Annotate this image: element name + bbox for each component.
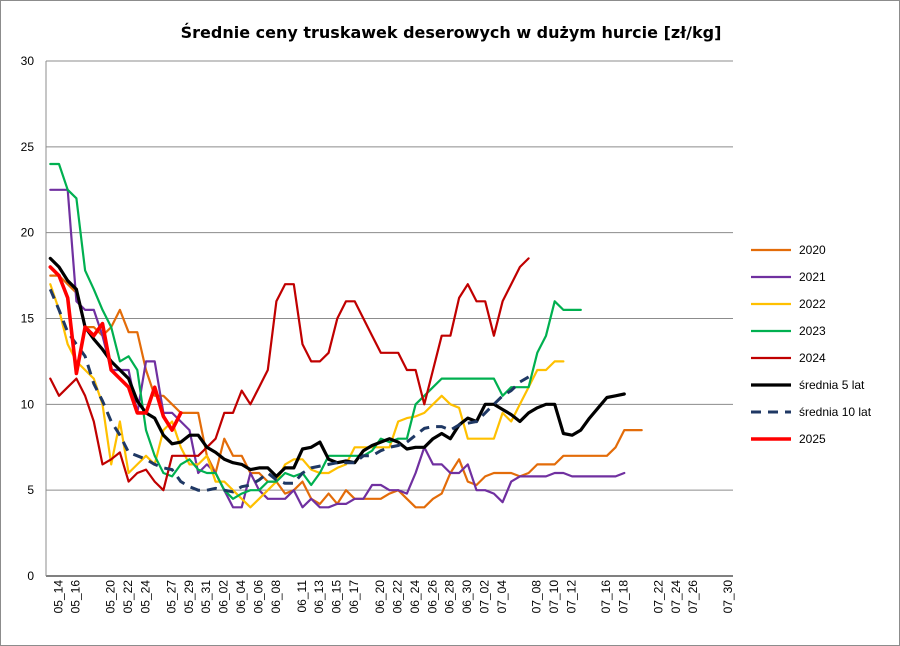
legend-label-4: 2024 <box>799 351 826 365</box>
y-tick-label: 15 <box>21 312 35 326</box>
gridlines <box>45 60 733 577</box>
x-tick-label: 07_22 <box>651 580 665 614</box>
legend-label-3: 2023 <box>799 324 826 338</box>
x-tick-label: 07_02 <box>477 580 491 614</box>
x-tick-label: 05_16 <box>69 580 83 614</box>
x-tick-label: 06_04 <box>234 580 248 614</box>
x-tick-label: 06_24 <box>408 580 422 614</box>
x-tick-label: 07_08 <box>530 580 544 614</box>
x-tick-label: 07_18 <box>617 580 631 614</box>
x-tick-label: 06_11 <box>295 580 309 613</box>
x-tick-label: 06_20 <box>373 580 387 614</box>
legend-label-0: 2020 <box>799 243 826 257</box>
series-line-1 <box>49 188 626 509</box>
y-tick-label: 20 <box>21 226 35 240</box>
chart-title: Średnie ceny truskawek deserowych w duży… <box>181 23 722 42</box>
x-tick-label: 07_04 <box>495 580 509 614</box>
x-tick-label: 06_13 <box>312 580 326 614</box>
y-tick-label: 5 <box>27 483 34 497</box>
series-line-4 <box>49 257 530 492</box>
legend-label-2: 2022 <box>799 297 826 311</box>
series-line-0 <box>49 274 643 509</box>
x-tick-label: 06_30 <box>460 580 474 614</box>
x-tick-label: 07_30 <box>721 580 735 614</box>
y-tick-label: 0 <box>27 569 34 583</box>
y-tick-label: 30 <box>21 54 35 68</box>
x-tick-label: 06_17 <box>347 580 361 614</box>
x-tick-label: 06_06 <box>251 580 265 614</box>
x-tick-label: 05_20 <box>104 580 118 614</box>
x-tick-label: 05_22 <box>121 580 135 614</box>
x-tick-label: 05_14 <box>51 580 65 614</box>
x-tick-label: 06_15 <box>330 580 344 614</box>
x-tick-label: 05_31 <box>199 580 213 614</box>
x-tick-label: 06_28 <box>443 580 457 614</box>
series-line-3 <box>49 162 582 500</box>
series-line-7 <box>48 265 183 432</box>
x-tick-label: 07_16 <box>599 580 613 614</box>
legend-label-1: 2021 <box>799 270 826 284</box>
legend-label-6: średnia 10 lat <box>799 405 872 419</box>
x-tick-label: 07_26 <box>686 580 700 614</box>
legend-label-7: 2025 <box>799 432 826 446</box>
x-tick-label: 05_27 <box>164 580 178 614</box>
x-tick-label: 06_08 <box>269 580 283 614</box>
x-tick-label: 05_24 <box>138 580 152 614</box>
y-tick-label: 25 <box>21 140 35 154</box>
x-tick-label: 07_12 <box>564 580 578 614</box>
series-line-6 <box>48 288 530 494</box>
x-tick-label: 07_10 <box>547 580 561 614</box>
y-axis-ticks: 0 5 10 15 20 25 30 <box>21 54 35 583</box>
series-line-2 <box>49 283 565 509</box>
legend-label-5: średnia 5 lat <box>799 378 865 392</box>
x-tick-label: 07_24 <box>669 580 683 614</box>
y-tick-label: 10 <box>21 397 35 411</box>
x-tick-label: 06_26 <box>425 580 439 614</box>
x-tick-label: 05_29 <box>182 580 196 614</box>
x-tick-label: 06_02 <box>217 580 231 614</box>
legend: 2020 2021 2022 2023 2024 średnia 5 lat średnia… <box>751 243 872 446</box>
x-tick-label: 06_22 <box>391 580 405 614</box>
x-axis-ticks: 05_14 05_16 05_20 05_22 05_24 05_27 05_29 05_31… <box>51 580 735 614</box>
series-lines <box>48 162 643 509</box>
